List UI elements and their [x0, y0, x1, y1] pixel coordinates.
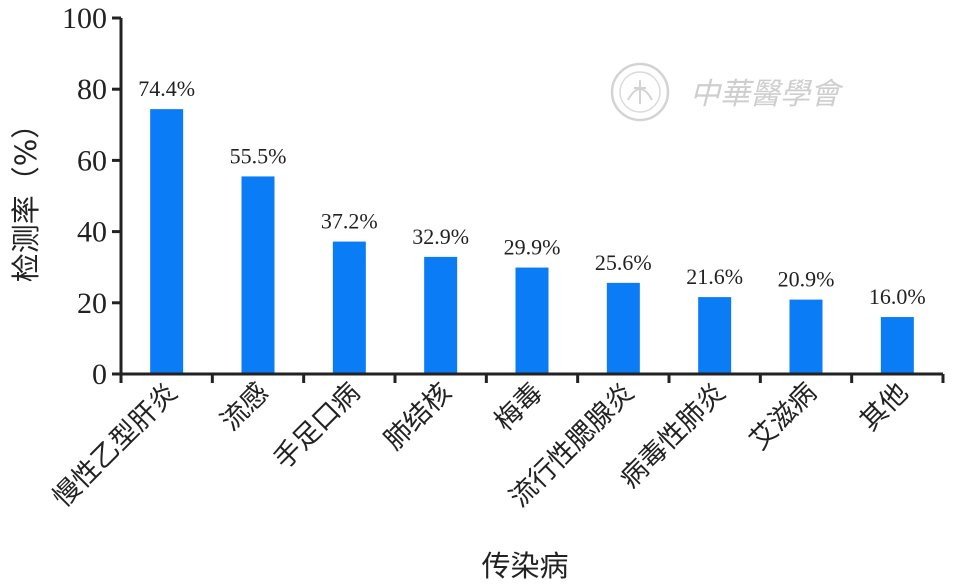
- y-tick-label: 60: [77, 144, 107, 177]
- category-label: 艾滋病: [744, 377, 823, 456]
- data-labels: 74.4% 55.5% 37.2% 32.9% 29.9% 25.6% 21.6% 20.9%…: [138, 76, 925, 309]
- category-label: 其他: [854, 377, 914, 437]
- x-ticks: [119, 374, 945, 383]
- bars: [150, 109, 914, 373]
- bar: [880, 317, 914, 373]
- y-ticks: 0 20 40 60 80 100: [62, 2, 121, 391]
- category-label: 梅毒: [489, 377, 549, 437]
- data-label: 74.4%: [138, 76, 195, 101]
- y-axis-title: 检测率（%）: [9, 110, 43, 283]
- data-label: 20.9%: [778, 267, 835, 292]
- category-label: 肺结核: [378, 377, 457, 456]
- watermark-seal-icon: [610, 62, 670, 122]
- category-label: 慢性乙型肝炎: [47, 377, 183, 513]
- bar: [698, 297, 732, 373]
- data-label: 55.5%: [230, 143, 287, 168]
- data-label: 29.9%: [504, 235, 561, 260]
- watermark-text: 中華醫學會: [690, 77, 844, 112]
- data-label: 25.6%: [595, 250, 652, 275]
- data-label: 16.0%: [869, 284, 926, 309]
- watermark: 中華醫學會: [610, 62, 844, 122]
- bar: [241, 176, 275, 373]
- bar: [332, 241, 366, 373]
- y-tick-label: 0: [92, 358, 107, 391]
- bar: [515, 267, 549, 373]
- y-tick-label: 20: [77, 287, 107, 320]
- bar: [150, 109, 184, 373]
- category-label: 流感: [215, 377, 275, 437]
- bar: [606, 282, 640, 373]
- category-label: 手足口病: [268, 377, 366, 475]
- y-tick-label: 40: [77, 216, 107, 249]
- data-label: 37.2%: [321, 209, 378, 234]
- y-tick-label: 100: [62, 2, 107, 35]
- bar: [424, 256, 458, 373]
- y-tick-label: 80: [77, 73, 107, 106]
- x-axis-title: 传染病: [481, 549, 568, 583]
- bar: [789, 299, 823, 373]
- data-label: 32.9%: [412, 224, 469, 249]
- data-label: 21.6%: [686, 264, 743, 289]
